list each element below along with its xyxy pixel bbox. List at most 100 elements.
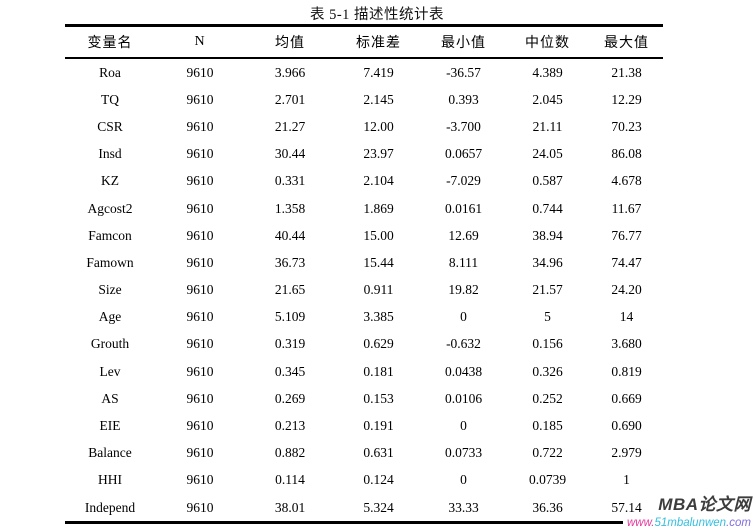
table-cell: 0.631	[363, 445, 394, 461]
table-cell: 57.14	[611, 499, 642, 515]
descriptive-statistics-table: 变量名 N 均值 标准差 最小值 中位数 最大值 Roa 9610 3.966 7.4…	[65, 24, 663, 525]
table-cell: 0.331	[274, 173, 306, 189]
table-cell: 19.82	[448, 282, 479, 298]
table-cell: 9610	[186, 200, 214, 216]
table-cell: 0	[460, 418, 467, 434]
table-cell: 9610	[186, 173, 214, 189]
table-cell: 0.269	[274, 390, 306, 406]
table-row: EIE 9610 0.213 0.191 0 0.185 0.690	[65, 412, 663, 439]
table-row: Grouth 9610 0.319 0.629 -0.632 0.156 3.680	[65, 331, 663, 358]
table-cell: 0.319	[274, 336, 306, 352]
table-cell: 2.979	[611, 445, 642, 461]
table-row: TQ 9610 2.701 2.145 0.393 2.045 12.29	[65, 86, 663, 113]
table-cell: 36.36	[532, 499, 563, 515]
table-cell: 5.324	[363, 499, 394, 515]
table-cell: 0	[460, 472, 467, 488]
watermark-url-domain: 51mbalunwen	[654, 517, 727, 530]
table-cell: 0.819	[611, 363, 642, 379]
column-header-min: 最小值	[422, 25, 505, 59]
table-row: HHI 9610 0.114 0.124 0 0.0739 1	[65, 467, 663, 494]
table-cell: 1	[623, 472, 630, 488]
table-cell: Age	[98, 309, 122, 325]
table-cell: 1.358	[274, 200, 306, 216]
table-cell: Independ	[84, 499, 136, 515]
table-cell: -3.700	[446, 118, 481, 134]
table-row: Age 9610 5.109 3.385 0 5 14	[65, 304, 663, 331]
table-cell: Size	[98, 282, 122, 298]
table-cell: 5	[544, 309, 551, 325]
table-cell: 33.33	[448, 499, 479, 515]
table-cell: 24.20	[611, 282, 642, 298]
column-header-max: 最大值	[590, 25, 663, 59]
table-cell: 12.29	[611, 91, 642, 107]
table-row: Insd 9610 30.44 23.97 0.0657 24.05 86.08	[65, 141, 663, 168]
table-cell: EIE	[99, 418, 121, 434]
table-cell: 9610	[186, 91, 214, 107]
table-cell: HHI	[98, 472, 122, 488]
table-cell: 9610	[186, 445, 214, 461]
table-cell: 21.38	[611, 64, 642, 80]
table-cell: 0.393	[448, 91, 479, 107]
table-cell: 76.77	[611, 227, 642, 243]
table-cell: 21.27	[274, 118, 306, 134]
table-cell: 0	[460, 309, 467, 325]
table-cell: Balance	[88, 445, 132, 461]
table-cell: 70.23	[611, 118, 642, 134]
table-cell: 3.680	[611, 336, 642, 352]
table-caption: 表 5-1 描述性统计表	[309, 7, 445, 23]
table-cell: 0.191	[363, 418, 394, 434]
table-cell: 0.326	[532, 363, 563, 379]
table-cell: 15.44	[363, 254, 394, 270]
table-cell: 2.045	[532, 91, 563, 107]
table-cell: 0.587	[532, 173, 563, 189]
column-header-variable: 变量名	[65, 25, 155, 59]
table-cell: 4.389	[532, 64, 563, 80]
table-cell: 0.181	[363, 363, 394, 379]
table-cell: 0.0161	[444, 200, 483, 216]
table-row: Famown 9610 36.73 15.44 8.111 34.96 74.47	[65, 249, 663, 276]
table-cell: 2.145	[363, 91, 394, 107]
table-cell: 0.744	[532, 200, 563, 216]
watermark: MBA论文网 www.51mbalunwen.com	[622, 496, 751, 531]
table-cell: CSR	[97, 118, 123, 134]
column-header-std: 标准差	[335, 25, 422, 59]
table-cell: 9610	[186, 336, 214, 352]
table-cell: 12.00	[363, 118, 394, 134]
table-cell: 0.185	[532, 418, 563, 434]
table-row: KZ 9610 0.331 2.104 -7.029 0.587 4.678	[65, 168, 663, 195]
table-cell: 21.65	[274, 282, 306, 298]
table-cell: Famcon	[88, 227, 132, 243]
table-cell: 23.97	[363, 146, 394, 162]
table-cell: 0.156	[532, 336, 563, 352]
table-cell: 74.47	[611, 254, 642, 270]
table-cell: 0.669	[611, 390, 642, 406]
table-row: Famcon 9610 40.44 15.00 12.69 38.94 76.77	[65, 222, 663, 249]
table-cell: 24.05	[532, 146, 563, 162]
table-cell: 30.44	[274, 146, 306, 162]
table-cell: 0.0733	[444, 445, 483, 461]
table-cell: 3.385	[363, 309, 394, 325]
table-cell: 0.0739	[528, 472, 567, 488]
table-header-row: 变量名 N 均值 标准差 最小值 中位数 最大值	[65, 25, 663, 59]
table-cell: 0.882	[274, 445, 306, 461]
table-cell: 40.44	[274, 227, 306, 243]
table-cell: -0.632	[446, 336, 481, 352]
table-cell: Roa	[99, 64, 121, 80]
table-cell: 0.114	[275, 472, 305, 488]
table-cell: 2.701	[274, 91, 306, 107]
table-cell: TQ	[101, 91, 119, 107]
table-cell: 9610	[186, 64, 214, 80]
table-cell: 0.124	[363, 472, 394, 488]
table-cell: Grouth	[90, 336, 130, 352]
table-cell: 0.690	[611, 418, 642, 434]
table-cell: 7.419	[363, 64, 394, 80]
table-cell: 0.722	[532, 445, 563, 461]
table-cell: 9610	[186, 418, 214, 434]
table-cell: 38.01	[274, 499, 306, 515]
table-cell: 9610	[186, 309, 214, 325]
table-cell: 1.869	[363, 200, 394, 216]
table-cell: 5.109	[274, 309, 306, 325]
table-row: CSR 9610 21.27 12.00 -3.700 21.11 70.23	[65, 113, 663, 140]
table-row: Roa 9610 3.966 7.419 -36.57 4.389 21.38	[65, 58, 663, 86]
table-cell: 9610	[186, 499, 214, 515]
